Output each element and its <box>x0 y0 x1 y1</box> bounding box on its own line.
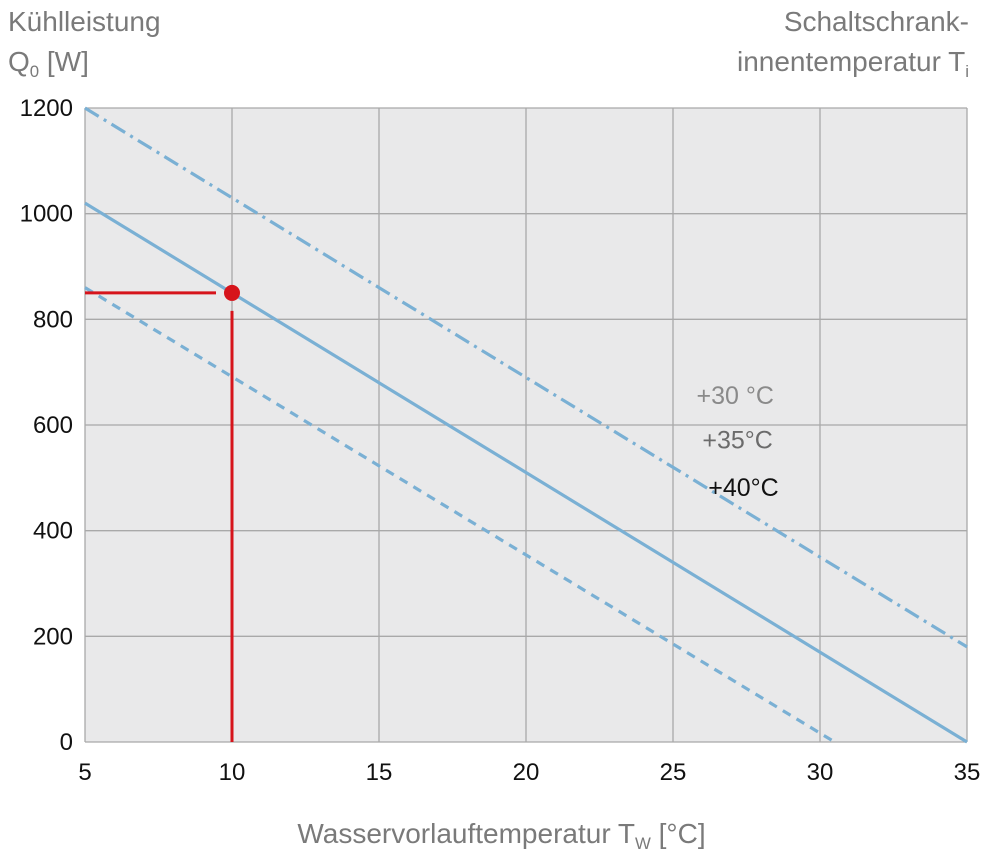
x-tick-label: 15 <box>366 759 393 786</box>
series-label-3: +30 °C <box>697 382 774 410</box>
x-tick-label: 25 <box>660 759 687 786</box>
y-tick-label: 1000 <box>20 201 73 228</box>
x-tick-label: 30 <box>807 759 834 786</box>
legend-title: Schaltschrank- innentemperatur Ti <box>737 2 969 92</box>
y-tick-label: 800 <box>33 306 73 333</box>
series-label-1: +40°C <box>708 474 778 502</box>
y-tick-label: 0 <box>60 729 73 756</box>
y-axis-label-line2: Q0 [W] <box>8 46 89 81</box>
legend-title-line1: Schaltschrank- <box>783 6 969 37</box>
legend-title-line2: innentemperatur Ti <box>736 46 969 81</box>
x-tick-label: 5 <box>78 759 91 786</box>
x-tick-label: 10 <box>219 759 246 786</box>
y-tick-label: 400 <box>33 518 73 545</box>
y-tick-label: 200 <box>33 623 73 650</box>
y-axis-label: Kühlleistung Q0 [W] <box>8 2 161 92</box>
x-tick-label: 20 <box>513 759 540 786</box>
series-line-1 <box>84 106 968 649</box>
x-axis-label: Wasservorlauftemperatur TW [°C] <box>297 818 706 853</box>
marker-point <box>224 284 240 301</box>
y-axis-label-line1: Kühlleistung <box>8 6 161 37</box>
x-tick-label: 35 <box>954 759 981 786</box>
y-tick-label: 600 <box>33 412 73 439</box>
series-label-2: +35°C <box>702 426 772 454</box>
series-line-3 <box>84 286 836 744</box>
y-tick-label: 1200 <box>20 95 73 122</box>
